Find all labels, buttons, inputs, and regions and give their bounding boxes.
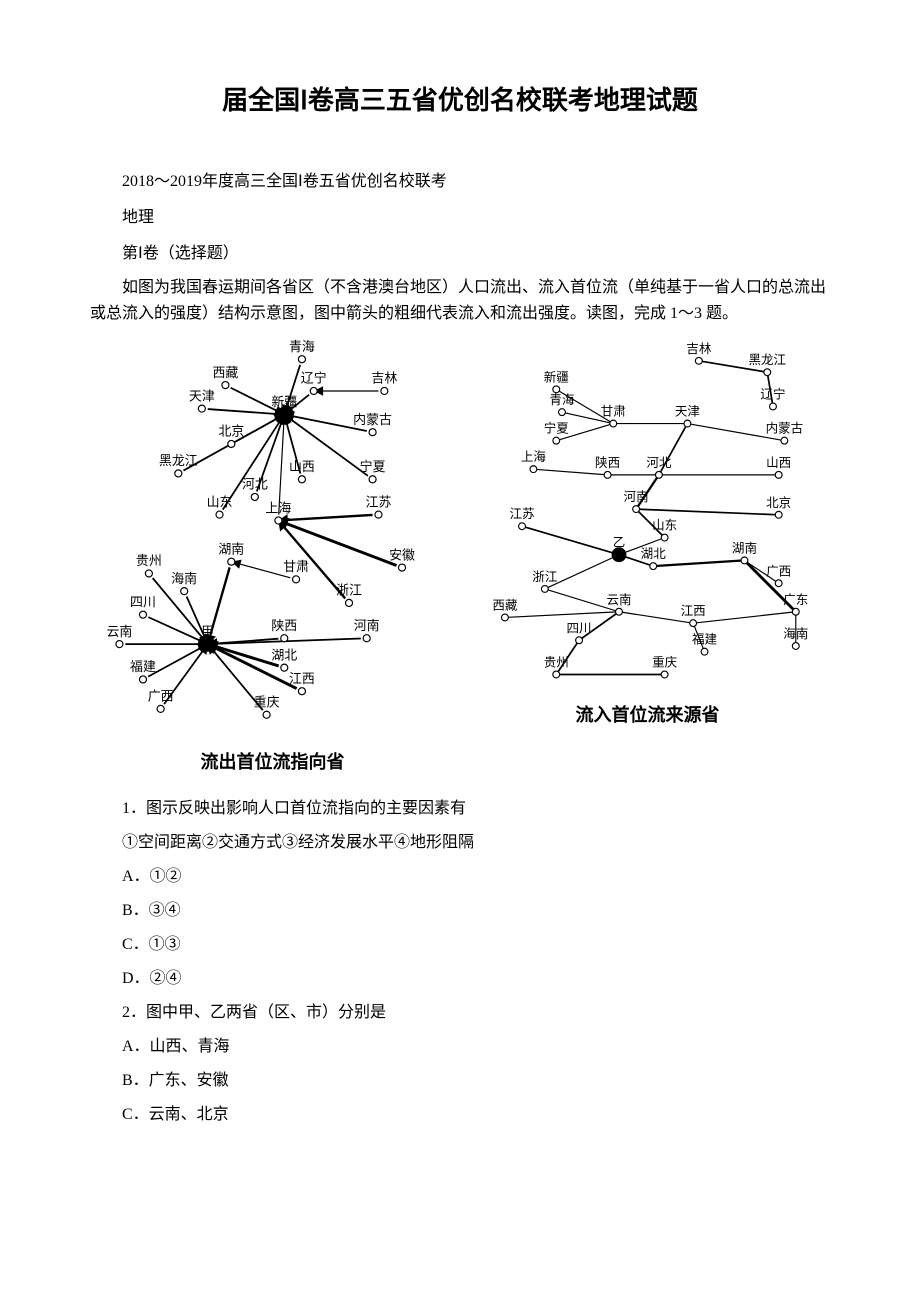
- svg-text:四川: 四川: [567, 621, 592, 635]
- svg-text:湖北: 湖北: [641, 547, 667, 561]
- svg-text:内蒙古: 内蒙古: [353, 412, 392, 427]
- svg-text:福建: 福建: [130, 659, 156, 674]
- svg-text:乙: 乙: [613, 536, 626, 550]
- svg-text:河南: 河南: [624, 489, 649, 504]
- q1-option-d: D．②④: [90, 964, 830, 988]
- svg-text:陕西: 陕西: [271, 618, 297, 633]
- svg-text:吉林: 吉林: [371, 371, 397, 386]
- q1-options-line: ①空间距离②交通方式③经济发展水平④地形阻隔: [90, 828, 830, 852]
- svg-text:青海: 青海: [549, 393, 575, 407]
- svg-text:上海: 上海: [521, 450, 547, 464]
- q1-option-c: C．①③: [90, 930, 830, 954]
- svg-text:上海: 上海: [265, 500, 291, 515]
- subject-label: 地理: [90, 203, 830, 227]
- svg-text:天津: 天津: [675, 405, 700, 419]
- svg-text:浙江: 浙江: [532, 570, 558, 584]
- diagram-container: 青海西藏辽宁吉林天津北京内蒙古黑龙江山西宁夏河北山东上海江苏湖南贵州海南甘肃安徽…: [90, 338, 830, 773]
- svg-text:贵州: 贵州: [136, 553, 162, 568]
- q1-option-a: A．①②: [90, 862, 830, 886]
- svg-text:北京: 北京: [218, 424, 244, 439]
- right-diagram-label: 流入首位流来源省: [465, 701, 830, 727]
- svg-text:海南: 海南: [171, 571, 197, 586]
- exam-subtitle: 2018～2019年度高三全国Ⅰ卷五省优创名校联考: [90, 167, 830, 191]
- svg-text:甘肃: 甘肃: [601, 405, 626, 419]
- svg-text:青海: 青海: [289, 339, 315, 354]
- svg-text:海南: 海南: [783, 626, 808, 641]
- q2-stem: 2．图中甲、乙两省（区、市）分别是: [90, 998, 830, 1022]
- svg-text:西藏: 西藏: [492, 599, 518, 613]
- svg-text:山西: 山西: [289, 459, 315, 474]
- svg-text:西藏: 西藏: [212, 365, 238, 380]
- svg-text:河南: 河南: [354, 618, 380, 633]
- svg-text:黑龙江: 黑龙江: [748, 353, 786, 367]
- svg-text:黑龙江: 黑龙江: [159, 453, 198, 468]
- svg-text:吉林: 吉林: [686, 342, 712, 356]
- svg-text:河北: 河北: [646, 456, 672, 470]
- q2-option-c: C．云南、北京: [90, 1100, 830, 1124]
- left-diagram-label: 流出首位流指向省: [90, 748, 455, 774]
- svg-text:江苏: 江苏: [366, 495, 392, 510]
- svg-text:云南: 云南: [106, 624, 132, 639]
- q1-stem: 1．图示反映出影响人口首位流指向的主要因素有: [90, 794, 830, 818]
- svg-text:宁夏: 宁夏: [360, 459, 386, 474]
- q1-option-b: B．③④: [90, 896, 830, 920]
- svg-text:山东: 山东: [652, 519, 677, 533]
- right-diagram: 吉林黑龙江新疆辽宁 青海甘肃 天津宁夏 内蒙古上海 陕西 河北 山西河南 北京江苏山东乙湖北 湖…: [465, 338, 830, 773]
- section-label: 第Ⅰ卷（选择题）: [90, 239, 830, 263]
- svg-text:内蒙古: 内蒙古: [766, 422, 804, 436]
- svg-text:辽宁: 辽宁: [301, 371, 327, 386]
- svg-text:甘肃: 甘肃: [283, 559, 309, 574]
- svg-text:安徽: 安徽: [389, 548, 415, 563]
- svg-text:新疆: 新疆: [271, 394, 297, 409]
- svg-text:四川: 四川: [130, 595, 156, 610]
- question-intro: 如图为我国春运期间各省区（不含港澳台地区）人口流出、流入首位流（单纯基于一省人口…: [90, 275, 830, 326]
- svg-text:江西: 江西: [289, 671, 315, 686]
- svg-text:江西: 江西: [681, 604, 706, 618]
- q2-option-a: A．山西、青海: [90, 1032, 830, 1056]
- svg-text:贵州: 贵州: [544, 656, 569, 670]
- svg-text:湖北: 湖北: [271, 648, 297, 663]
- svg-text:河北: 河北: [242, 477, 268, 492]
- svg-text:广东: 广东: [783, 593, 808, 607]
- svg-text:陕西: 陕西: [595, 455, 620, 470]
- page-title: 届全国Ⅰ卷高三五省优创名校联考地理试题: [90, 80, 830, 117]
- q2-option-b: B．广东、安徽: [90, 1066, 830, 1090]
- svg-text:辽宁: 辽宁: [760, 388, 785, 402]
- svg-text:天津: 天津: [189, 389, 215, 404]
- svg-text:宁夏: 宁夏: [544, 422, 570, 436]
- svg-text:湖南: 湖南: [732, 541, 757, 556]
- svg-text:浙江: 浙江: [336, 583, 362, 598]
- svg-text:广西: 广西: [766, 564, 791, 578]
- left-diagram: 青海西藏 辽宁 吉林天津北京 内蒙古黑龙江 山西 宁夏河北山东 上海 江苏湖南贵州海南 甘肃 安徽…: [90, 338, 455, 773]
- svg-text:重庆: 重庆: [652, 655, 678, 670]
- svg-text:山西: 山西: [766, 456, 791, 470]
- svg-text:湖南: 湖南: [218, 542, 244, 557]
- svg-text:云南: 云南: [606, 592, 631, 607]
- svg-text:福建: 福建: [692, 633, 718, 647]
- svg-text:山东: 山东: [207, 495, 233, 510]
- svg-text:重庆: 重庆: [254, 695, 280, 710]
- svg-text:甲: 甲: [201, 624, 214, 639]
- svg-text:江苏: 江苏: [509, 506, 534, 521]
- svg-text:新疆: 新疆: [544, 370, 569, 385]
- svg-text:北京: 北京: [766, 496, 791, 510]
- svg-text:广西: 广西: [148, 689, 174, 704]
